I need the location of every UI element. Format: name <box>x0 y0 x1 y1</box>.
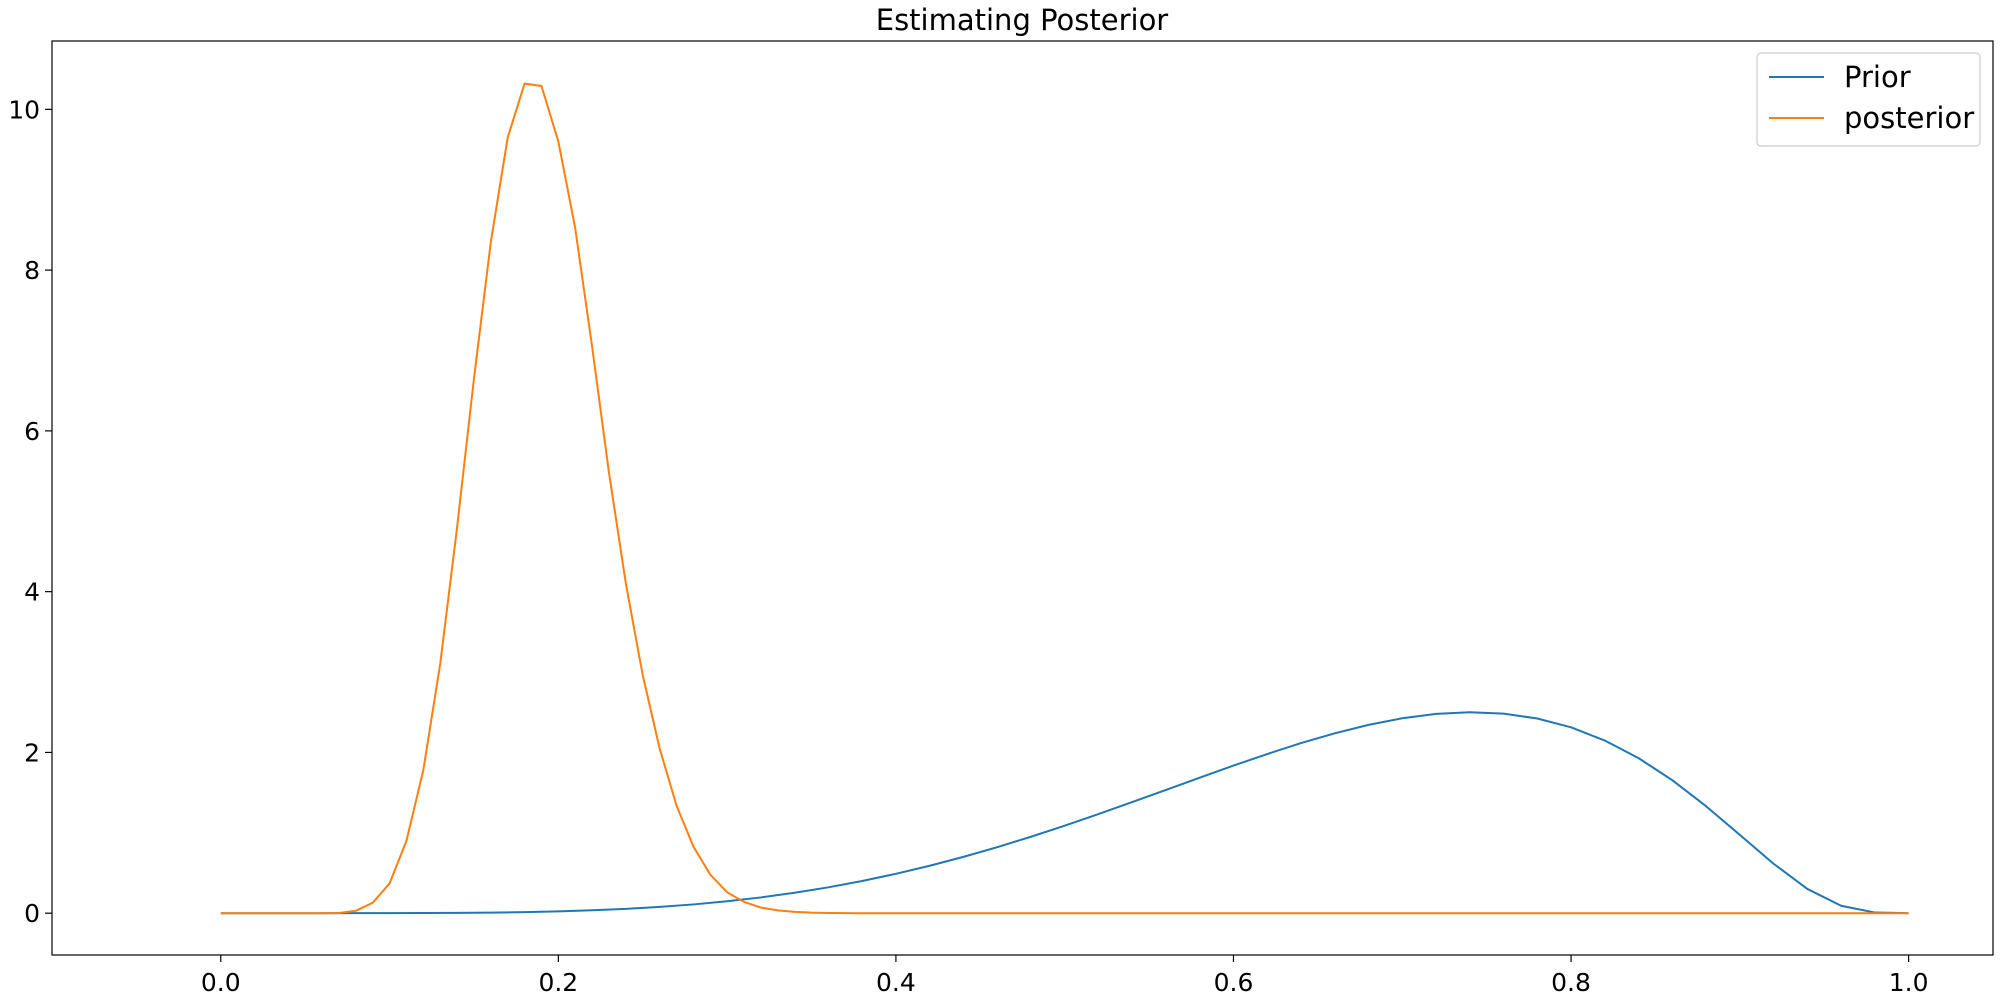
plot-area <box>220 82 1909 915</box>
y-tick-label: 2 <box>24 738 40 767</box>
y-tick-label: 4 <box>24 578 40 607</box>
legend-label-posterior: posterior <box>1844 101 1974 135</box>
axes-frame <box>51 40 1994 956</box>
legend: Prior posterior <box>1756 52 1981 147</box>
series-line-posterior <box>220 82 1909 915</box>
x-tick-label: 0.8 <box>1551 968 1591 997</box>
x-tick-label: 0.2 <box>538 968 578 997</box>
y-tick-label: 0 <box>24 899 40 928</box>
x-tick-label: 0.6 <box>1214 968 1254 997</box>
y-tick-label: 6 <box>24 417 40 446</box>
series-line-prior <box>220 711 1909 915</box>
axes: 0.0 0.2 0.4 0.6 0.8 1.0 0 2 4 6 8 10 <box>8 40 1994 997</box>
y-tick-label: 10 <box>8 95 40 124</box>
x-tick-label: 1.0 <box>1889 968 1929 997</box>
legend-label-prior: Prior <box>1844 60 1911 94</box>
x-tick-label: 0.0 <box>201 968 241 997</box>
chart-title: Estimating Posterior <box>876 3 1169 37</box>
x-tick-label: 0.4 <box>876 968 916 997</box>
y-tick-label: 8 <box>24 256 40 285</box>
